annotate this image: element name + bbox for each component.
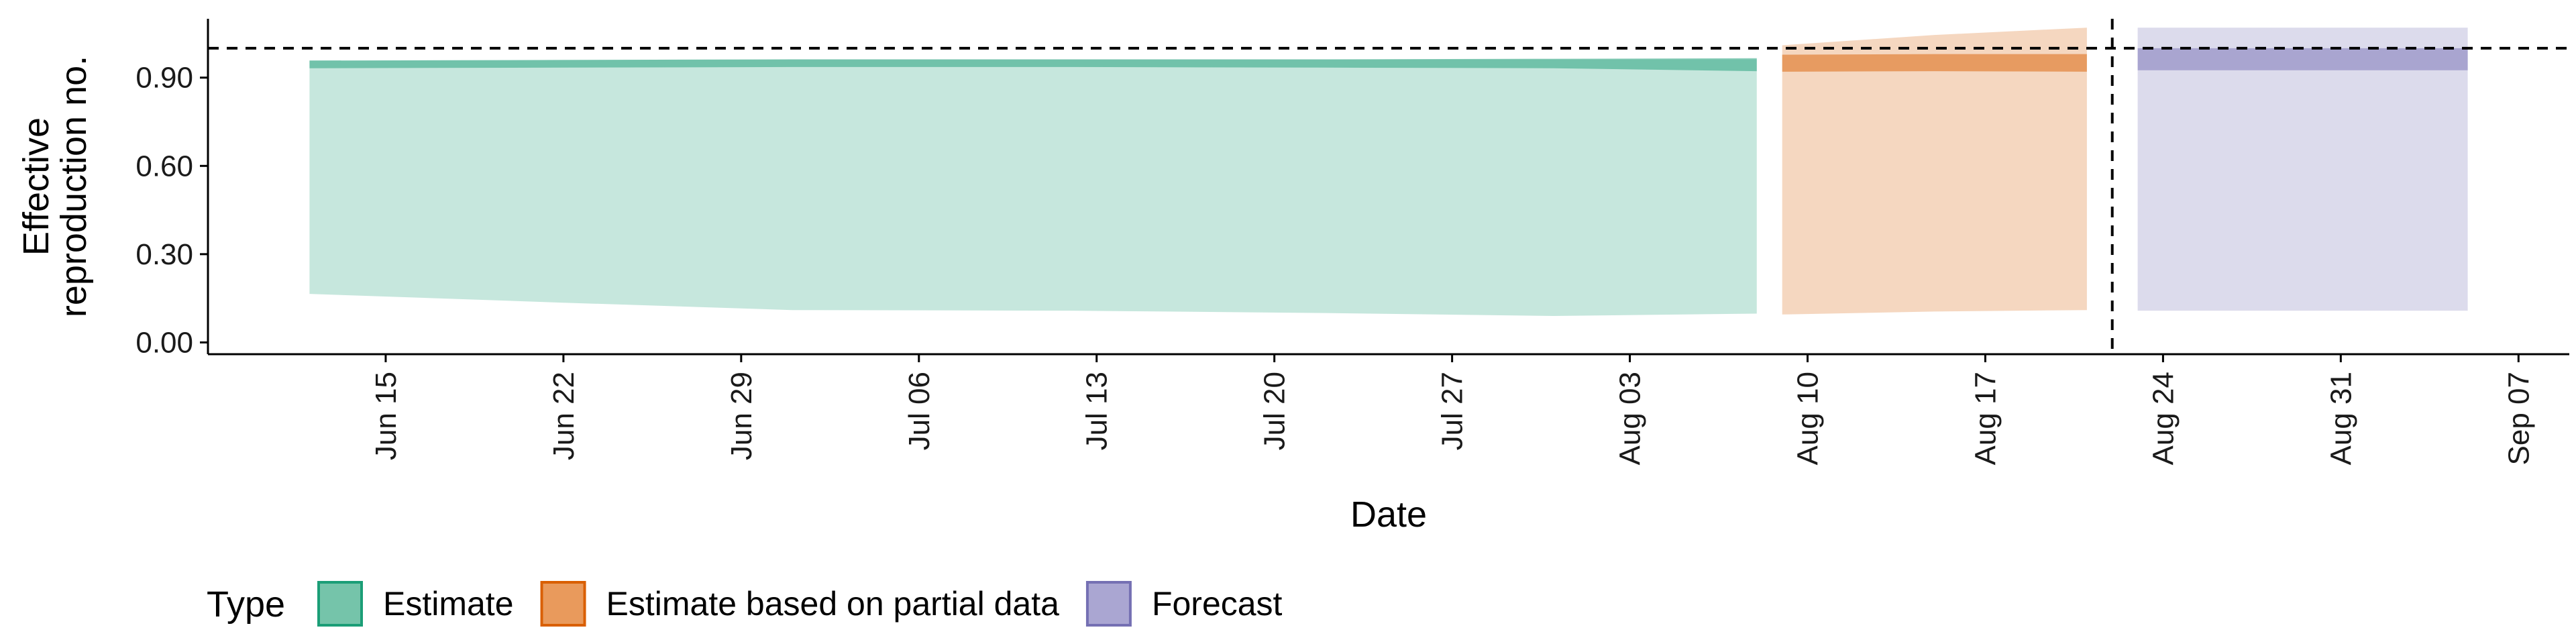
x-tick-label: Aug 03: [1614, 372, 1647, 465]
x-tick-label: Jun 29: [725, 372, 758, 460]
x-tick-label: Jul 06: [903, 372, 936, 450]
axes: [207, 19, 2569, 356]
estimate-based-on-partial-data-outer-band: [1782, 28, 2087, 315]
x-tick-label: Jul 27: [1436, 372, 1469, 450]
legend-label-estimate-based-on-partial-data: Estimate based on partial data: [606, 585, 1060, 623]
x-tick-label: Aug 31: [2324, 372, 2357, 465]
legend-swatch-estimate: [317, 581, 363, 627]
x-tick-label: Aug 17: [1970, 372, 2002, 465]
y-axis-title: Effectivereproduction no.: [16, 56, 94, 317]
estimate-inner-band: [309, 58, 1757, 72]
interval-bands: [309, 28, 2468, 316]
estimate-outer-band: [309, 59, 1757, 316]
x-tick-label: Sep 07: [2502, 372, 2535, 465]
y-axis-ticks: 0.00 0.30 0.60 0.90: [136, 62, 208, 359]
x-tick-label: Jul 13: [1081, 372, 1114, 450]
y-tick-label: 0.30: [136, 238, 193, 271]
forecast-inner-band: [2137, 48, 2468, 70]
x-tick-label: Aug 24: [2147, 372, 2180, 465]
x-axis-title: Date: [1350, 494, 1427, 535]
legend-label-estimate: Estimate: [383, 585, 514, 623]
x-tick-label: Jul 20: [1258, 372, 1291, 450]
legend: Type Estimate Estimate based on partial d…: [207, 581, 1283, 627]
y-axis-title-text: Effectivereproduction no.: [16, 56, 94, 317]
y-axis-title-line: reproduction no.: [54, 56, 94, 317]
x-tick-label: Jun 15: [370, 372, 402, 460]
legend-swatch-forecast: [1085, 581, 1132, 627]
y-axis-title-line: Effective: [16, 117, 56, 256]
y-tick-label: 0.90: [136, 62, 193, 95]
legend-swatch-estimate-based-on-partial-data: [540, 581, 586, 627]
legend-title: Type: [207, 584, 285, 625]
x-tick-label: Jun 22: [547, 372, 580, 460]
legend-label-forecast: Forecast: [1152, 585, 1283, 623]
y-tick-label: 0.60: [136, 150, 193, 182]
legend-items: Estimate Estimate based on partial data Fo…: [317, 581, 1283, 627]
x-axis-ticks: Jun 15 Jun 22 Jun 29 Jul 06 Jul 13 Jul 20 Jul …: [370, 354, 2535, 465]
forecast-outer-band: [2137, 28, 2468, 311]
y-tick-label: 0.00: [136, 326, 193, 359]
x-tick-label: Aug 10: [1792, 372, 1825, 465]
estimate-based-on-partial-data-inner-band: [1782, 54, 2087, 72]
